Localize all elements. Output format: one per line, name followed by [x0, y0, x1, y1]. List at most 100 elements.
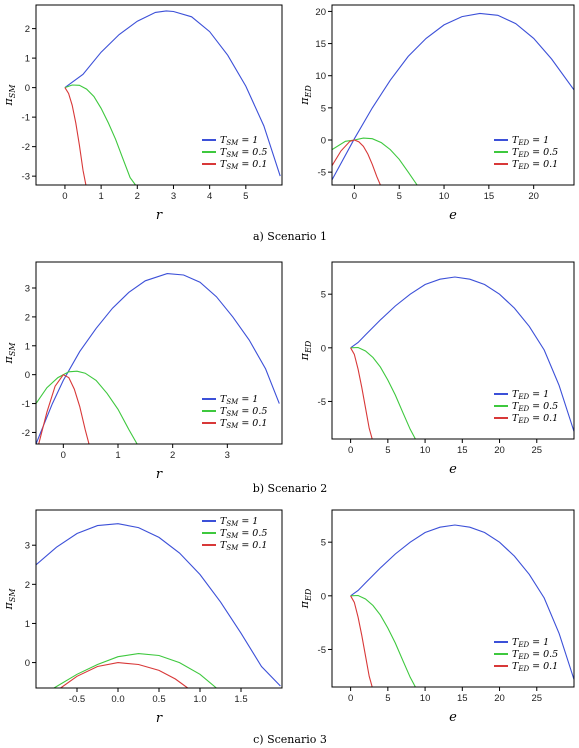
plot-frame	[35, 4, 283, 186]
x-axis-label: r	[156, 467, 163, 482]
legend-label: TSM = 0.5	[220, 406, 267, 418]
legend-label: TED = 0.5	[512, 401, 558, 413]
series-line-c-right-0	[350, 524, 574, 680]
plot-frame	[35, 261, 283, 445]
x-tick-label: 0	[348, 445, 353, 456]
legend-label: TED = 0.5	[512, 147, 558, 159]
series-line-b-left-2	[38, 373, 90, 444]
y-axis-label: πED	[298, 85, 313, 106]
x-tick-label: 2	[170, 450, 175, 461]
y-tick-label: 0	[321, 136, 326, 147]
caption-scenario-3: c) Scenario 3	[253, 733, 327, 746]
x-tick-label: 2	[135, 191, 140, 202]
x-axis-label: e	[449, 208, 457, 223]
y-tick-label: 20	[315, 7, 326, 18]
x-tick-label: 10	[420, 445, 431, 456]
series-line-a-left-2	[64, 87, 87, 185]
x-tick-label: 3	[225, 450, 230, 461]
y-tick-label: 0	[25, 658, 30, 669]
series-line-b-left-1	[36, 370, 138, 444]
series-line-b-right-1	[350, 346, 416, 439]
y-tick-label: 2	[25, 24, 30, 35]
x-tick-label: 15	[457, 445, 468, 456]
series-line-a-right-2	[332, 139, 381, 185]
series-line-a-left-1	[64, 84, 136, 185]
x-tick-label: 1.0	[193, 694, 206, 705]
y-tick-label: -2	[22, 428, 30, 439]
series-line-c-left-0	[36, 523, 281, 687]
series-line-c-left-1	[53, 653, 217, 688]
legend-label: TED = 1	[512, 135, 549, 147]
legend-label: TED = 0.1	[512, 661, 558, 673]
x-tick-label: 3	[171, 191, 176, 202]
y-tick-label: 3	[25, 541, 30, 552]
y-tick-label: 0	[25, 370, 30, 381]
caption-scenario-2: b) Scenario 2	[253, 482, 328, 495]
x-tick-label: 5	[385, 445, 390, 456]
legend-label: TSM = 0.1	[220, 159, 267, 171]
x-tick-label: 1	[115, 450, 120, 461]
y-tick-label: -5	[318, 397, 326, 408]
x-tick-label: 25	[531, 445, 542, 456]
x-tick-label: 5	[243, 191, 248, 202]
x-tick-label: 5	[385, 693, 390, 704]
y-tick-label: -2	[22, 142, 30, 153]
x-tick-label: 1	[98, 191, 103, 202]
y-tick-label: 5	[321, 103, 326, 114]
caption-scenario-1: a) Scenario 1	[253, 230, 327, 243]
y-tick-label: -1	[22, 113, 30, 124]
series-line-c-right-2	[350, 595, 373, 687]
x-tick-label: 0	[348, 693, 353, 704]
y-axis-label: πED	[298, 340, 313, 361]
legend-label: TED = 1	[512, 637, 549, 649]
legend-label: TSM = 0.5	[220, 147, 267, 159]
y-tick-label: -5	[318, 645, 326, 656]
series-line-a-right-1	[332, 137, 418, 185]
y-tick-label: -3	[22, 172, 30, 183]
y-tick-label: 1	[25, 619, 30, 630]
legend-label: TSM = 1	[220, 394, 258, 406]
y-tick-label: 0	[321, 343, 326, 354]
x-tick-label: 10	[439, 191, 450, 202]
x-tick-label: 0	[62, 191, 67, 202]
y-tick-label: 0	[25, 83, 30, 94]
y-tick-label: -1	[22, 399, 30, 410]
legend-label: TSM = 0.1	[220, 418, 267, 430]
series-line-b-right-0	[350, 276, 574, 432]
plot-frame	[331, 509, 575, 688]
x-tick-label: 0	[352, 191, 357, 202]
x-tick-label: 25	[531, 693, 542, 704]
legend-label: TED = 0.5	[512, 649, 558, 661]
y-tick-label: 5	[321, 538, 326, 549]
y-tick-label: 1	[25, 54, 30, 65]
x-axis-label: e	[449, 462, 457, 477]
plot-frame	[331, 261, 575, 440]
y-tick-label: 3	[25, 284, 30, 295]
x-tick-label: 15	[484, 191, 495, 202]
x-tick-label: 0.5	[152, 694, 165, 705]
series-line-c-left-2	[60, 662, 189, 688]
y-tick-label: 2	[25, 312, 30, 323]
x-axis-label: r	[156, 711, 163, 726]
plot-frame	[331, 4, 575, 186]
legend-label: TSM = 1	[220, 516, 258, 528]
x-tick-label: 4	[207, 191, 212, 202]
series-line-a-right-0	[332, 12, 574, 181]
x-axis-label: r	[156, 208, 163, 223]
x-tick-label: 0	[61, 450, 66, 461]
x-tick-label: 20	[494, 693, 505, 704]
y-axis-label: πSM	[2, 342, 17, 365]
legend-label: TSM = 1	[220, 135, 258, 147]
x-tick-label: 20	[494, 445, 505, 456]
legend-label: TED = 0.1	[512, 413, 558, 425]
legend-label: TSM = 0.5	[220, 528, 267, 540]
